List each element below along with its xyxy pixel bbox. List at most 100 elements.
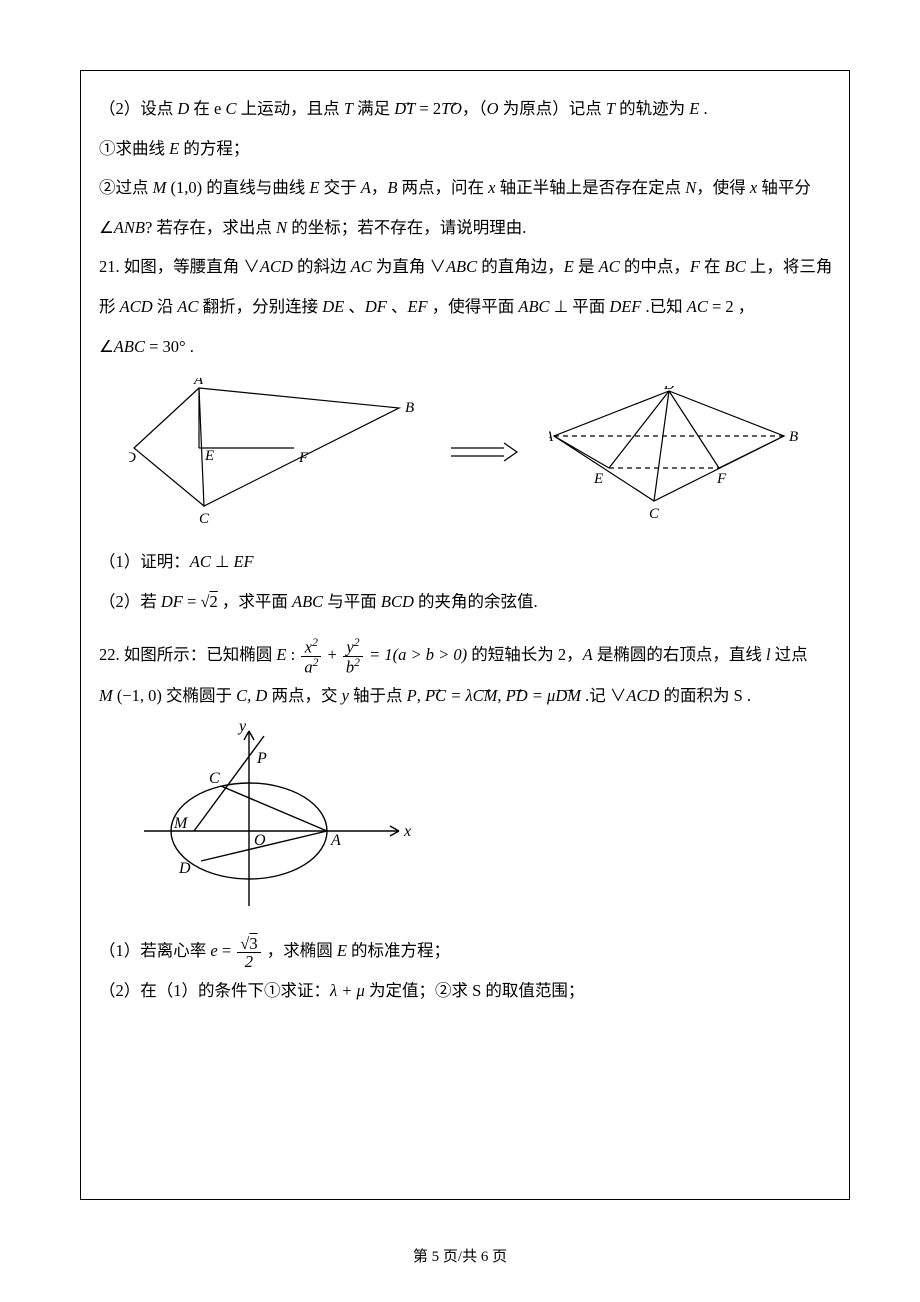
sub1: ①求曲线 E 的方程； bbox=[99, 129, 831, 169]
paren: (1,0) bbox=[166, 178, 206, 197]
frac-sqrt3-2: √32 bbox=[237, 935, 260, 971]
var-T2: T bbox=[606, 99, 615, 118]
var-AC: AC bbox=[190, 552, 211, 571]
page-footer: 第 5 页/共 6 页 bbox=[0, 1245, 920, 1266]
var-E: E bbox=[276, 645, 286, 664]
svg-text:C: C bbox=[209, 770, 220, 787]
q22-line2: M (−1, 0) 交椭圆于 C, D 两点，交 y 轴于点 P, PC = λ… bbox=[99, 676, 831, 716]
text: ，求椭圆 bbox=[263, 941, 337, 960]
var-N: N bbox=[685, 178, 696, 197]
text: 的坐标；若不存在，请说明理由. bbox=[287, 218, 526, 237]
text: 的轨迹为 bbox=[615, 99, 689, 118]
text: 轴正半轴上是否存在定点 bbox=[495, 178, 685, 197]
text: 的中点， bbox=[620, 257, 690, 276]
svg-text:E: E bbox=[204, 448, 214, 464]
eq2: = 2 ， bbox=[708, 297, 754, 316]
var-B: B bbox=[387, 178, 397, 197]
text: 的标准方程； bbox=[347, 941, 450, 960]
footer-suffix: 页 bbox=[488, 1249, 507, 1265]
var-E: E bbox=[309, 178, 319, 197]
svg-text:P: P bbox=[256, 750, 267, 767]
var-E: E bbox=[689, 99, 699, 118]
text: ， bbox=[371, 178, 388, 197]
svg-text:D: D bbox=[178, 860, 191, 877]
q22-line1: 22. 如图所示：已知椭圆 E : x2a2 + y2b2 = 1(a > b … bbox=[99, 635, 831, 676]
var-BC: BC bbox=[725, 257, 746, 276]
diagram-right: D A B E F C bbox=[549, 386, 804, 521]
var-O: O bbox=[487, 99, 499, 118]
var-ABC: ABC bbox=[518, 297, 549, 316]
text: 为直角 ∨ bbox=[372, 257, 446, 276]
colon: : bbox=[286, 645, 299, 664]
svg-text:F: F bbox=[716, 471, 727, 487]
ellipse-diagram: y x O M A C D P bbox=[139, 721, 831, 921]
angle-sym: ∠ bbox=[99, 218, 114, 237]
eq: = bbox=[218, 941, 236, 960]
var-E: E bbox=[337, 941, 347, 960]
deg30: = 30° . bbox=[145, 337, 194, 356]
svg-text:C: C bbox=[199, 511, 210, 527]
svg-text:F: F bbox=[298, 450, 309, 466]
var-ABC: ABC bbox=[292, 592, 323, 611]
text: 为定值；②求 S 的取值范围； bbox=[365, 981, 585, 1000]
var-M: M bbox=[99, 686, 113, 705]
var-ACD: ACD bbox=[260, 257, 293, 276]
q21-part1: （1）证明：AC ⊥ EF bbox=[99, 542, 831, 582]
svg-text:A: A bbox=[330, 832, 341, 849]
svg-text:C: C bbox=[649, 506, 660, 521]
vec-DT: DT bbox=[394, 99, 415, 118]
text: 、 bbox=[387, 297, 408, 316]
sqrt2: √2 bbox=[200, 582, 217, 622]
vec-DM: DM bbox=[555, 686, 581, 705]
q-part2-line1: （2）设点 D 在 e C 上运动，且点 T 满足 DT = 2TO，（O 为原… bbox=[99, 89, 831, 129]
var-D: D bbox=[177, 99, 189, 118]
text: 、 bbox=[344, 297, 365, 316]
text: . bbox=[699, 99, 707, 118]
text: ，求平面 bbox=[218, 592, 292, 611]
text: 两点，交 bbox=[267, 686, 341, 705]
text: 平面 bbox=[572, 297, 609, 316]
text: 与平面 bbox=[323, 592, 381, 611]
angle-sym: ∠ bbox=[99, 337, 114, 356]
text: 的斜边 bbox=[293, 257, 351, 276]
svg-text:y: y bbox=[237, 721, 247, 735]
var-ACD: ACD bbox=[120, 297, 153, 316]
text: ，使得平面 bbox=[428, 297, 519, 316]
vec-CM: CM bbox=[473, 686, 498, 705]
var-A: A bbox=[361, 178, 371, 197]
text: 的直角边， bbox=[477, 257, 564, 276]
paren: (−1, 0) bbox=[113, 686, 166, 705]
var-E: E bbox=[169, 139, 179, 158]
var-EF: EF bbox=[407, 297, 427, 316]
var-AC2: AC bbox=[687, 297, 708, 316]
svg-text:D: D bbox=[129, 450, 136, 466]
vec-PC: PC bbox=[425, 686, 446, 705]
var-AC: AC bbox=[351, 257, 372, 276]
svg-text:A: A bbox=[549, 429, 554, 445]
var-ANB: ANB bbox=[114, 218, 145, 237]
var-C: C bbox=[226, 99, 237, 118]
var-e: e bbox=[210, 941, 217, 960]
perp-sym: ⊥ bbox=[211, 552, 234, 571]
footer-prefix: 第 bbox=[413, 1249, 432, 1265]
content-frame: （2）设点 D 在 e C 上运动，且点 T 满足 DT = 2TO，（O 为原… bbox=[80, 70, 850, 1200]
frac-x2a2: x2a2 bbox=[301, 637, 321, 676]
circled-1: ①求曲线 bbox=[99, 139, 169, 158]
var-DF: DF bbox=[161, 592, 183, 611]
text: ? 若存在，求出点 bbox=[145, 218, 276, 237]
text: 形 bbox=[99, 297, 120, 316]
sub2-line2: ∠ANB? 若存在，求出点 N 的坐标；若不存在，请说明理由. bbox=[99, 208, 831, 248]
svg-text:x: x bbox=[403, 823, 411, 840]
text: .记 ∨ bbox=[581, 686, 626, 705]
q21-line2: 形 ACD 沿 AC 翻折，分别连接 DE 、DF 、EF ，使得平面 ABC … bbox=[99, 287, 831, 327]
text: 是 bbox=[574, 257, 599, 276]
text: （1）证明： bbox=[99, 552, 190, 571]
plus: + bbox=[323, 645, 341, 664]
svg-text:B: B bbox=[789, 429, 798, 445]
text: （2）在（1）的条件下①求证： bbox=[99, 981, 330, 1000]
var-AC2: AC bbox=[599, 257, 620, 276]
var-M: M bbox=[153, 178, 167, 197]
text: （2）若 bbox=[99, 592, 161, 611]
frac-y2b2: y2b2 bbox=[343, 637, 363, 676]
text: 的短轴长为 2， bbox=[471, 645, 582, 664]
